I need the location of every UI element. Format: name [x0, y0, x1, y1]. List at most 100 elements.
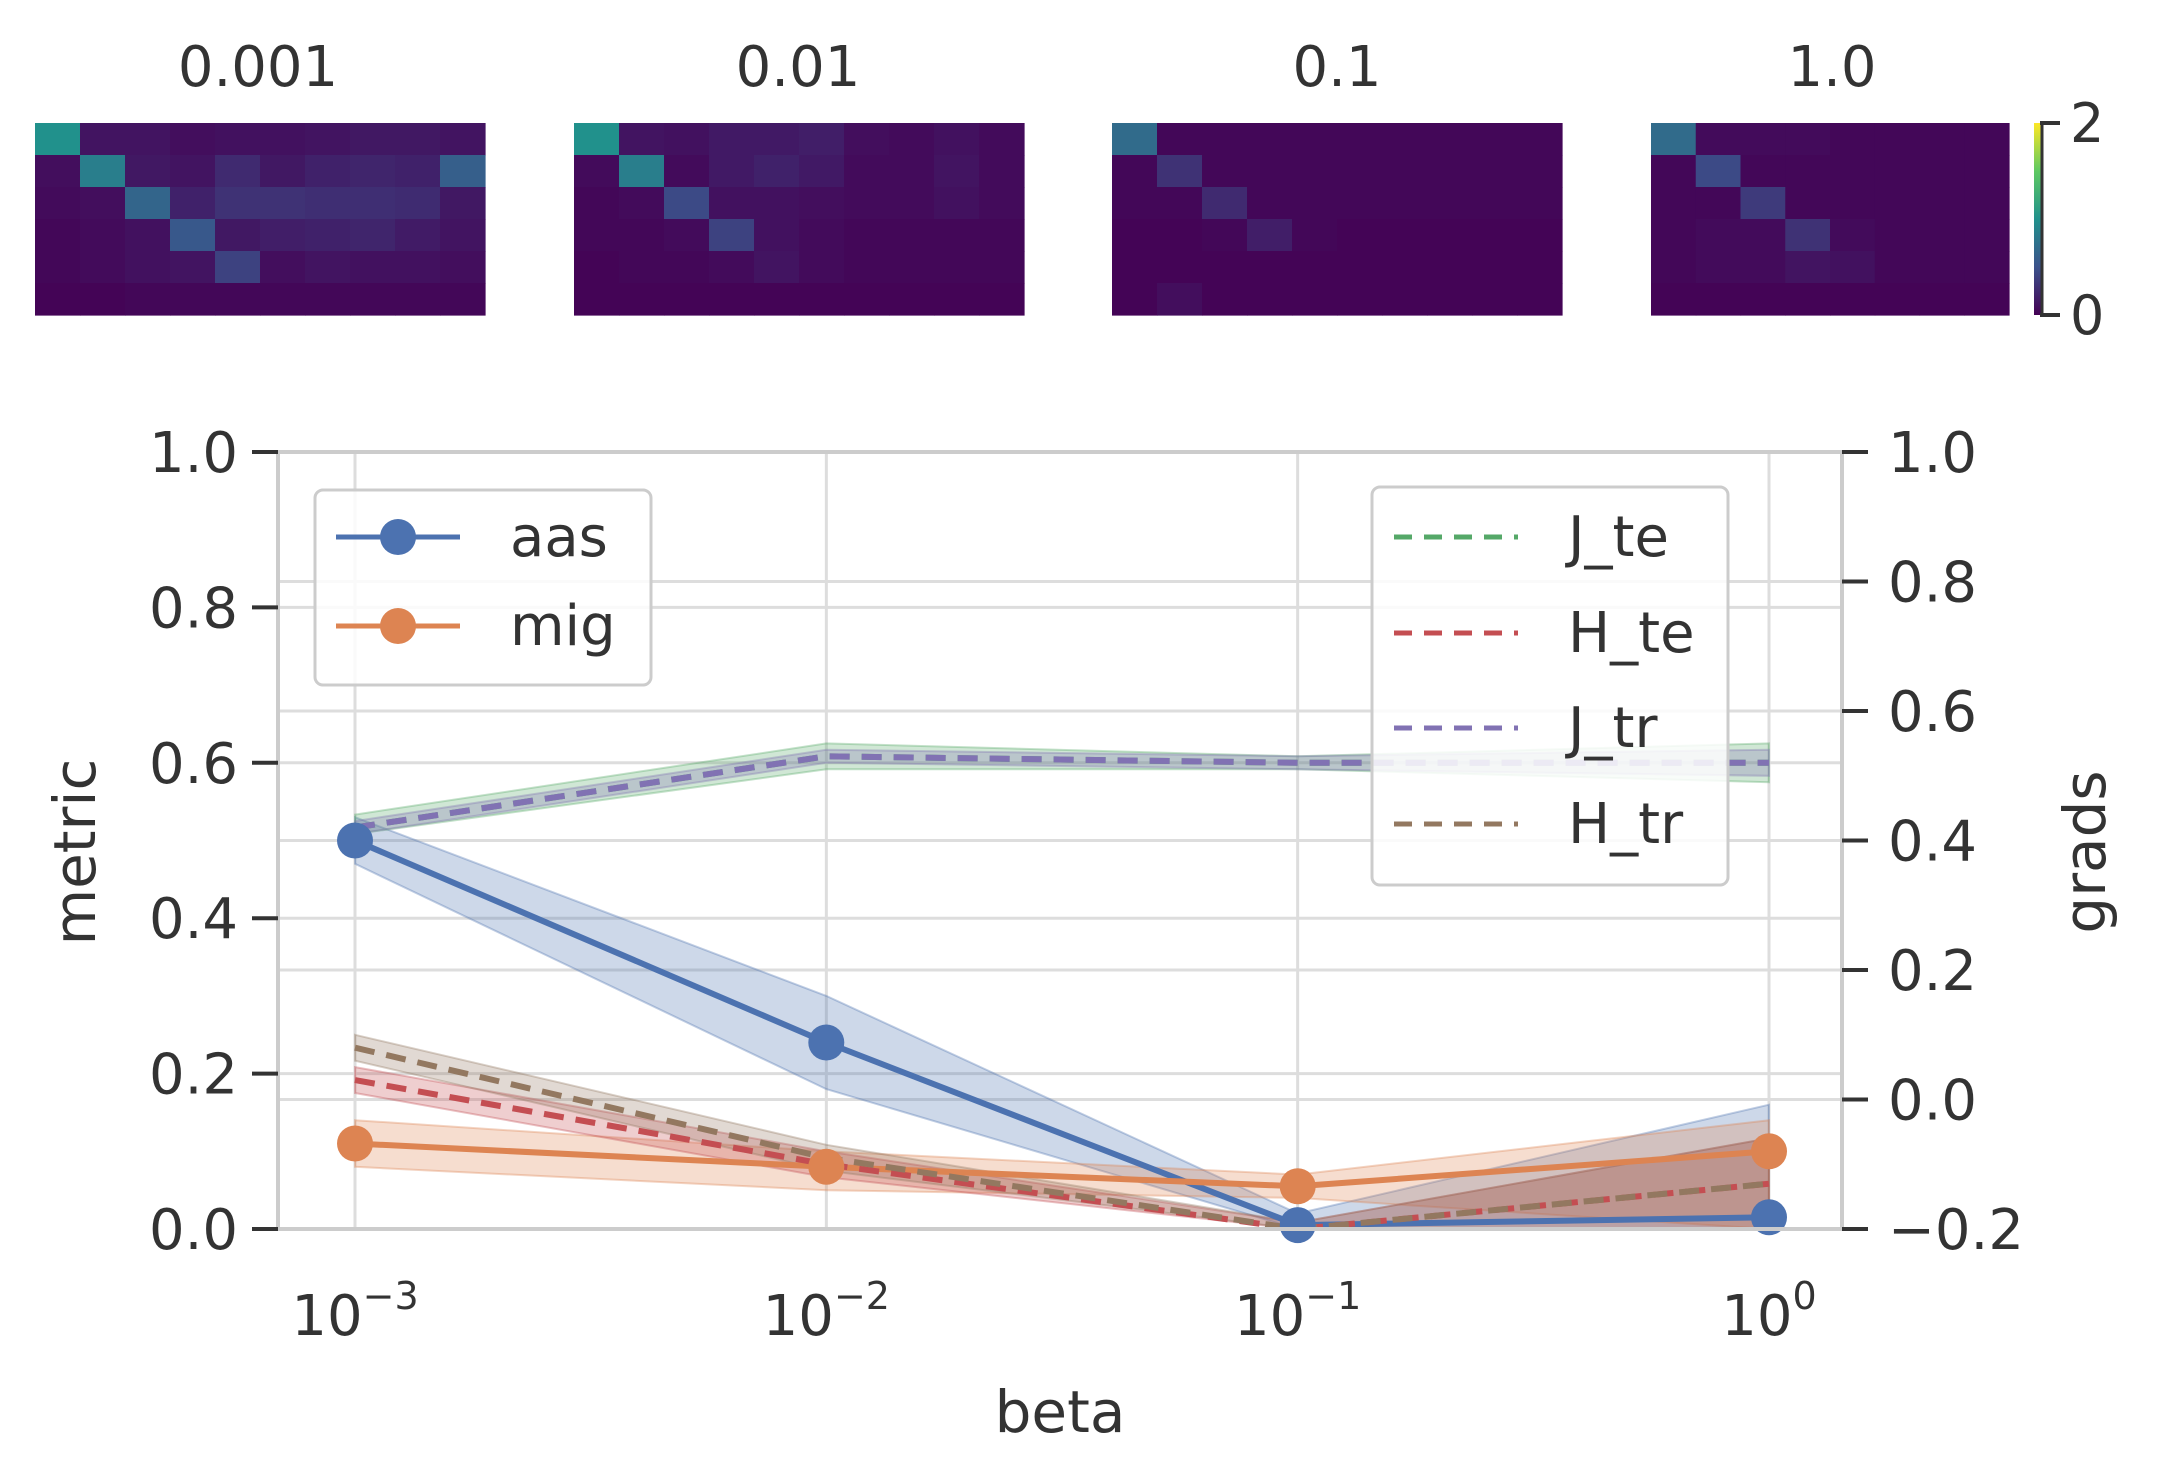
heatmap-cell [1472, 251, 1518, 284]
marker-mig [1279, 1168, 1316, 1205]
heatmap-cell [1112, 219, 1158, 252]
heatmap-cell [1202, 251, 1248, 284]
heatmap-cell [1202, 155, 1248, 188]
heatmap-cell [1919, 219, 1965, 252]
heatmap-cell [260, 251, 306, 284]
heatmap-cell [1785, 155, 1831, 188]
heatmap-cell [1874, 155, 1921, 188]
heatmap-cell [1337, 187, 1383, 220]
heatmap-cell [664, 219, 710, 252]
heatmap-cell [170, 123, 216, 156]
heatmap-cell [889, 219, 935, 252]
heatmap-cell [1112, 251, 1158, 284]
heatmap-cell [1427, 123, 1473, 156]
heatmap-cell [799, 219, 845, 252]
heatmap-cells-1 [35, 123, 486, 316]
heatmap-cell [1157, 155, 1203, 188]
heatmap-cell [1919, 283, 1965, 316]
heatmap-cell [979, 251, 1025, 284]
heatmap-cell [125, 155, 171, 188]
heatmap-cell [709, 123, 755, 156]
heatmap-cell [709, 187, 755, 220]
heatmap-cell [170, 251, 216, 284]
line-h-tr [354, 1044, 1770, 1229]
legend-label-h-te: H_te [1568, 601, 1695, 666]
heatmap-cell [80, 187, 126, 220]
heatmap-cell [1785, 187, 1831, 220]
marker-mig [1751, 1133, 1787, 1170]
colorbar-gradient [2034, 123, 2042, 315]
heatmap-panel-2: 0.01 [574, 35, 1025, 316]
heatmap-cell [979, 123, 1025, 156]
heatmap-title-2: 0.01 [736, 35, 861, 100]
heatmap-cell [1382, 251, 1428, 284]
heatmap-cell [1472, 123, 1518, 156]
marker-mig [337, 1125, 373, 1162]
heatmap-panel-4: 1.0 [1651, 35, 2010, 316]
heatmap-cell [1785, 219, 1831, 252]
heatmap-cell [1830, 251, 1876, 284]
heatmap-cell [844, 187, 890, 220]
y2-tick-label: 0.0 [1888, 1069, 1977, 1134]
heatmap-cell [1651, 123, 1697, 156]
heatmap-cell [1427, 187, 1473, 220]
heatmap-cell [1472, 187, 1518, 220]
heatmap-cell [754, 283, 800, 316]
heatmap-cell [754, 219, 800, 252]
heatmap-cell [1517, 155, 1563, 188]
legend-entry-h-tr: H_tr [1394, 792, 1684, 857]
heatmap-cell [125, 251, 171, 284]
heatmap-cell [889, 155, 935, 188]
heatmap-cell [170, 187, 216, 220]
marker-aas [1751, 1199, 1787, 1236]
heatmap-cell [1517, 219, 1563, 252]
heatmap-cell [125, 187, 171, 220]
heatmap-cell [215, 123, 261, 156]
heatmap-cell [1695, 187, 1742, 220]
heatmap-cell [80, 283, 126, 316]
heatmap-cell [799, 187, 845, 220]
heatmap-cell [1874, 123, 1921, 156]
heatmap-cell [1785, 251, 1831, 284]
heatmap-title-4: 1.0 [1787, 35, 1876, 100]
heatmap-cell [619, 155, 665, 188]
heatmap-cell [125, 123, 171, 156]
y2-tick-label: −0.2 [1888, 1198, 2024, 1263]
heatmap-cell [350, 155, 396, 188]
heatmap-cell [1695, 155, 1742, 188]
heatmap-cell [215, 251, 261, 284]
heatmap-cell [260, 123, 306, 156]
heatmap-cell [619, 283, 665, 316]
heatmap-cell [1695, 283, 1742, 316]
heatmap-cell [1202, 283, 1248, 316]
heatmap-cell [1964, 187, 2010, 220]
heatmap-cell [799, 251, 845, 284]
heatmap-cell [1382, 283, 1428, 316]
heatmap-cell [215, 187, 261, 220]
y-tick-label: 0.4 [149, 887, 238, 952]
heatmap-cell [305, 219, 351, 252]
heatmap-cell [1382, 187, 1428, 220]
x-axis-label: beta [995, 1378, 1126, 1446]
heatmap-cell [170, 219, 216, 252]
left-axis: 0.0 0.2 0.4 0.6 0.8 1.0 [149, 421, 278, 1263]
heatmap-title-3: 0.1 [1292, 35, 1381, 100]
heatmap-cell [1874, 219, 1921, 252]
heatmap-cell [395, 219, 441, 252]
heatmap-cell [979, 219, 1025, 252]
heatmap-cell [664, 123, 710, 156]
heatmap-cell [215, 155, 261, 188]
heatmap-cell [1157, 219, 1203, 252]
heatmap-cell [1472, 283, 1518, 316]
heatmap-cell [1517, 187, 1563, 220]
heatmap-cell [1337, 155, 1383, 188]
heatmap-cell [754, 155, 800, 188]
heatmap-cell [1337, 251, 1383, 284]
heatmap-cell [1247, 123, 1293, 156]
heatmap-cell [1919, 155, 1965, 188]
legend-right-frame [1370, 485, 1730, 887]
colorbar-label-min: 0 [2070, 284, 2104, 347]
heatmap-cell [1740, 251, 1786, 284]
heatmap-cell [934, 155, 980, 188]
legend-label-j-tr: J_tr [1565, 696, 1658, 761]
